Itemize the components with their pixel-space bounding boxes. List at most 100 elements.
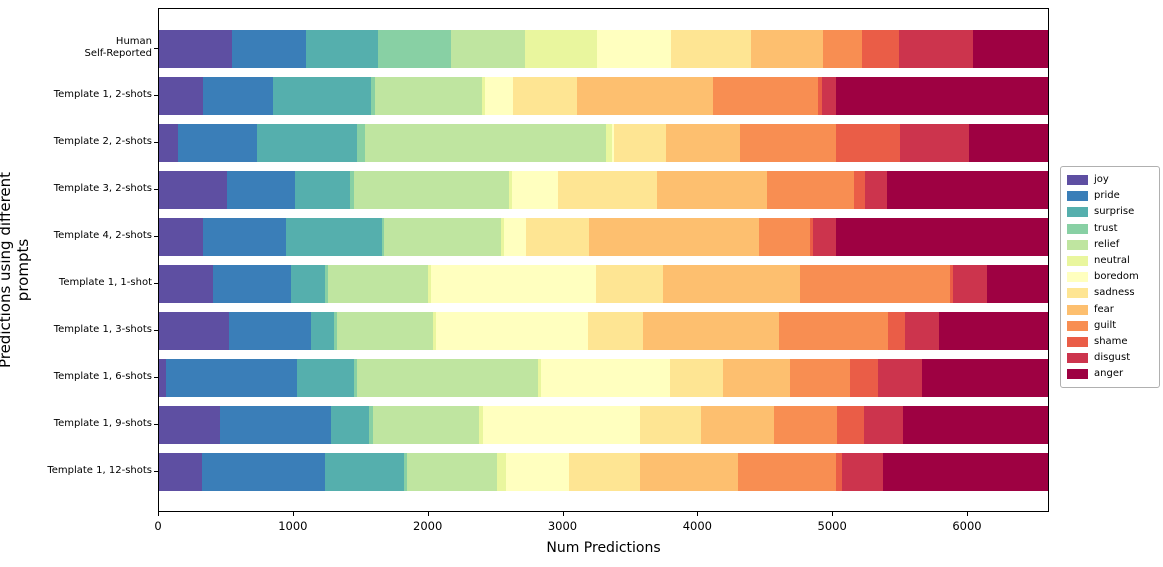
bar-segment-fear [722,359,790,397]
bar-segment-relief [336,312,434,350]
x-tick-label: 0 [154,519,162,533]
bar-segment-sadness [588,312,644,350]
x-tick-mark [697,512,699,516]
y-tick-label: Template 1, 2-shots [53,89,152,100]
y-tick-label: Template 3, 2-shots [53,183,152,194]
bar-segment-anger [972,30,1048,68]
bar-segment-neutral [427,265,431,303]
bar-segment-disgust [841,453,884,491]
bar-segment-sadness [669,359,723,397]
bar-segment-relief [356,359,539,397]
bar-segment-joy [159,124,179,162]
bar-segment-sadness [568,453,641,491]
bar-segment-joy [159,453,202,491]
bar-segment-trust [325,265,328,303]
bar-segment-relief [353,171,510,209]
legend-swatch-anger [1067,369,1088,380]
bar-segment-surprise [294,171,350,209]
bar-row [159,171,1048,209]
legend-swatch-neutral [1067,256,1088,267]
x-tick-mark [158,512,159,516]
x-tick-mark [562,512,564,516]
bar-segment-fear [640,453,739,491]
legend-swatch-sadness [1067,288,1088,299]
bar-segment-surprise [290,265,326,303]
y-tick-label: Template 1, 6-shots [53,371,152,382]
bar-segment-surprise [272,77,372,115]
bar-segment-relief [375,77,482,115]
x-tick-mark [427,512,429,516]
bar-segment-relief [327,265,428,303]
x-tick-label: 4000 [682,519,712,533]
bar-row [159,218,1049,256]
y-tick-mark [154,236,158,237]
y-tick-mark [154,48,158,49]
bar-segment-neutral [496,453,506,491]
bar-segment-disgust [822,77,837,115]
bar-segment-trust [368,406,373,444]
legend-item-neutral: neutral [1067,253,1152,269]
legend-swatch-surprise [1067,207,1088,218]
y-tick-mark [154,377,158,378]
bar-segment-anger [938,312,1049,350]
bar-segment-pride [178,124,258,162]
legend-label: disgust [1094,352,1131,364]
bar-segment-anger [902,406,1048,444]
legend-label: neutral [1094,255,1130,267]
bar-segment-shame [810,218,813,256]
legend-item-anger: anger [1067,366,1152,382]
bar-row [159,359,1049,397]
y-tick-mark [154,330,158,331]
x-tick-label: 3000 [547,519,578,533]
bar-row [159,124,1049,162]
legend-label: fear [1094,303,1114,315]
legend-item-joy: joy [1067,172,1152,188]
bar-segment-pride [201,453,326,491]
x-tick-label: 6000 [952,519,982,533]
bar-segment-surprise [286,218,382,256]
bar-segment-neutral [605,124,612,162]
bar-segment-neutral [500,218,504,256]
bar-segment-sadness [526,218,590,256]
bar-segment-pride [220,406,331,444]
bar-segment-neutral [479,406,484,444]
bar-segment-neutral [524,30,598,68]
bar-segment-guilt [713,77,819,115]
bar-segment-disgust [864,406,903,444]
bar-segment-pride [228,312,312,350]
bar-segment-pride [227,171,295,209]
bar-row [159,30,1048,68]
bar-segment-shame [887,312,906,350]
legend-label: pride [1094,190,1120,202]
legend-item-relief: relief [1067,237,1152,253]
legend-label: trust [1094,222,1118,234]
plot-area [158,8,1049,512]
y-tick-label: Template 4, 2-shots [53,230,152,241]
bar-segment-guilt [774,406,838,444]
bar-segment-boredom [512,171,558,209]
bar-segment-neutral [538,359,542,397]
bar-segment-pride [165,359,298,397]
bar-segment-anger [969,124,1049,162]
legend-swatch-guilt [1067,320,1088,331]
bar-segment-fear [662,265,800,303]
legend-label: shame [1094,335,1128,347]
y-tick-mark [154,95,158,96]
bar-segment-boredom [503,218,527,256]
legend-label: relief [1094,238,1120,250]
bar-segment-guilt [759,218,810,256]
bar-segment-boredom [430,265,597,303]
y-tick-mark [154,189,158,190]
legend-swatch-trust [1067,223,1088,234]
bar-segment-disgust [952,265,987,303]
bar-row [159,77,1048,115]
legend-item-fear: fear [1067,302,1152,318]
y-tick-mark [154,283,158,284]
bar-segment-shame [836,453,842,491]
bar-segment-guilt [738,453,837,491]
bar-segment-boredom [435,312,589,350]
bar-segment-boredom [484,77,514,115]
bar-row [159,312,1049,350]
bar-segment-fear [701,406,775,444]
y-tick-mark [154,424,158,425]
